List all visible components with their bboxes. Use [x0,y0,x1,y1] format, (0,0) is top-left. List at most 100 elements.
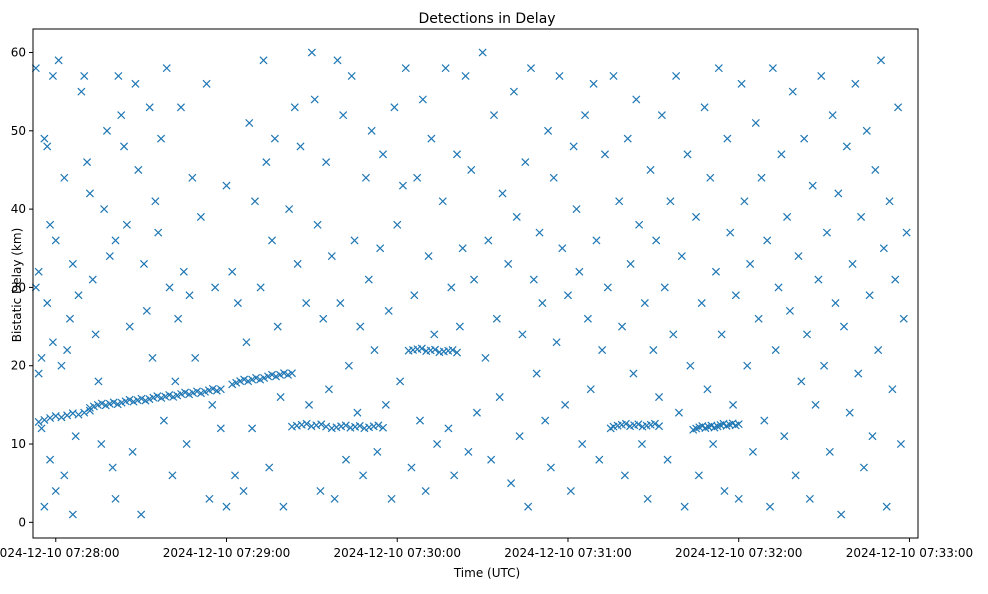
data-point [643,494,652,503]
data-point [165,391,174,400]
data-point [737,79,746,88]
data-point [637,440,646,449]
data-point [777,150,786,159]
data-point [185,291,194,300]
data-point [879,244,888,253]
data-point [532,369,541,378]
data-point [791,471,800,480]
data-point [162,64,171,73]
data-point [120,142,129,151]
data-point [498,189,507,198]
data-point [845,408,854,417]
data-point [768,64,777,73]
chart-title: Detections in Delay [418,11,555,27]
data-point [837,510,846,519]
data-point [378,150,388,159]
data-point [448,345,457,355]
data-point [109,398,118,407]
data-point [441,64,450,73]
data-point [91,330,100,339]
data-point [63,411,72,420]
data-point [88,275,97,284]
data-point [746,259,755,268]
data-point [43,299,52,308]
data-point [415,416,425,425]
data-point [367,126,376,135]
data-point [660,283,669,292]
data-point [71,432,80,441]
data-point [276,393,285,402]
data-point [822,228,831,237]
data-point [322,158,331,167]
data-point [361,173,370,182]
data-point [34,417,43,426]
data-point [97,399,106,408]
data-point [233,299,242,308]
data-point [433,440,442,449]
data-point [324,385,333,394]
data-point [583,314,592,323]
data-point [125,395,134,404]
data-point [555,71,564,81]
data-point [273,322,282,331]
data-point [245,118,254,127]
data-point [179,267,188,276]
data-point [430,345,440,354]
data-point [285,205,294,214]
data-point [526,64,536,73]
data-point [766,502,775,511]
data-point [581,111,590,120]
data-point [447,283,456,292]
data-point [333,56,342,65]
data-point [312,421,321,430]
y-tick-label: 10 [11,437,26,451]
data-point [626,259,635,268]
data-point [208,400,217,409]
data-point [729,400,738,409]
data-point [478,48,487,57]
y-tick-label: 30 [11,280,26,294]
data-point [60,173,69,182]
data-point [307,422,316,431]
data-point [650,419,659,428]
data-point [561,400,570,409]
data-point [40,415,49,424]
data-point [407,463,416,472]
data-point [145,103,154,112]
data-point [401,64,410,73]
data-point [720,486,729,496]
data-point [364,275,373,284]
data-point [287,422,296,431]
data-point [330,494,339,503]
data-point [632,95,641,104]
data-point [851,79,860,88]
data-point [655,393,664,402]
data-point [151,197,160,206]
data-point [706,173,715,182]
data-point [546,463,555,472]
data-point [666,197,675,206]
data-point [891,275,900,284]
data-point [355,421,364,430]
data-point [541,416,550,425]
data-point [834,189,843,198]
data-point [717,330,726,339]
data-point [444,424,453,433]
data-point [430,330,439,339]
data-point [623,134,632,143]
data-point [669,330,678,339]
data-point [629,369,638,378]
data-point [694,471,703,480]
data-points [31,48,911,519]
data-point [549,173,558,182]
data-point [48,71,57,81]
data-point [297,420,306,429]
data-point [418,95,427,104]
data-point [686,361,695,370]
data-point [842,142,851,151]
data-point [771,346,780,355]
data-point [74,291,83,300]
data-point [709,440,718,449]
data-point [398,181,407,190]
data-point [489,111,499,120]
